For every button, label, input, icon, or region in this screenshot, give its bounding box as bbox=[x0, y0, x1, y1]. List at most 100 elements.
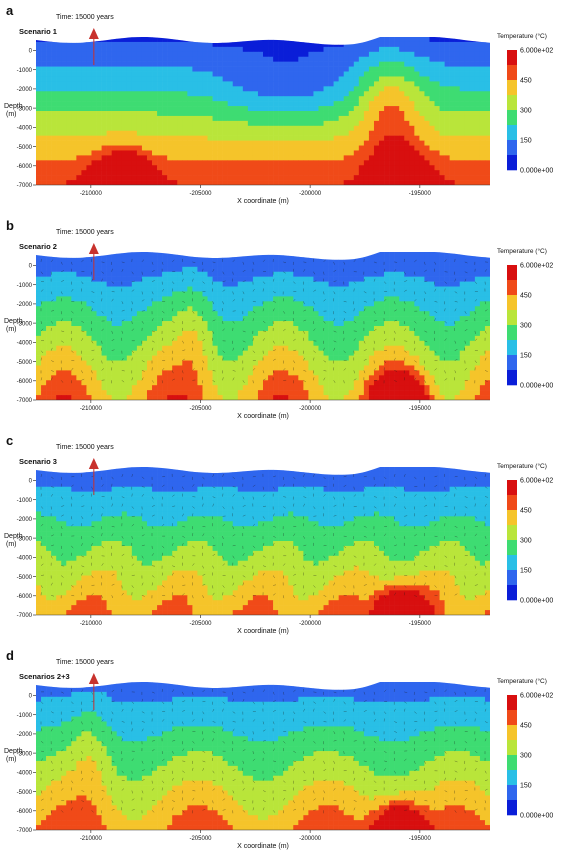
field-cell bbox=[278, 350, 284, 356]
field-cell bbox=[419, 76, 425, 82]
field-cell bbox=[111, 170, 118, 176]
field-cell bbox=[212, 291, 218, 297]
field-cell bbox=[51, 306, 57, 312]
field-cell bbox=[333, 41, 339, 48]
field-cell bbox=[464, 120, 471, 127]
field-cell bbox=[202, 130, 208, 136]
field-cell bbox=[247, 276, 254, 282]
field-cell bbox=[172, 340, 178, 347]
field-cell bbox=[439, 170, 445, 176]
field-cell bbox=[414, 330, 420, 337]
field-cell bbox=[379, 76, 385, 82]
field-cell bbox=[197, 81, 203, 87]
field-cell bbox=[86, 311, 92, 317]
field-cell bbox=[409, 101, 415, 107]
field-cell bbox=[212, 140, 218, 146]
field-cell bbox=[333, 81, 339, 87]
field-cell bbox=[121, 56, 128, 62]
field-cell bbox=[101, 165, 107, 171]
field-cell bbox=[343, 86, 350, 92]
field-cell bbox=[86, 350, 92, 356]
field-cell bbox=[303, 140, 309, 146]
field-cell bbox=[479, 130, 486, 136]
field-cell bbox=[444, 41, 450, 48]
field-cell bbox=[207, 41, 213, 48]
field-cell bbox=[379, 106, 385, 112]
field-cell bbox=[86, 66, 92, 72]
field-cell bbox=[293, 261, 299, 268]
field-cell bbox=[126, 160, 133, 166]
field-cell bbox=[111, 306, 118, 312]
field-cell bbox=[303, 360, 309, 366]
field-cell bbox=[66, 316, 72, 322]
field-cell bbox=[76, 130, 82, 136]
field-cell bbox=[111, 261, 118, 268]
field-cell bbox=[439, 340, 445, 347]
field-cell bbox=[237, 86, 244, 92]
field-cell bbox=[298, 41, 304, 48]
field-cell bbox=[484, 175, 490, 181]
field-cell bbox=[313, 91, 319, 97]
field-cell bbox=[399, 271, 405, 277]
field-cell bbox=[232, 125, 239, 132]
field-cell bbox=[353, 261, 360, 268]
field-cell bbox=[242, 155, 249, 161]
field-cell bbox=[464, 335, 471, 342]
field-cell bbox=[273, 360, 279, 366]
field-cell bbox=[116, 150, 123, 156]
field-cell bbox=[187, 350, 193, 356]
field-cell bbox=[192, 37, 198, 43]
field-cell bbox=[252, 115, 259, 122]
field-cell bbox=[197, 61, 203, 67]
field-cell bbox=[51, 316, 57, 322]
field-cell bbox=[81, 370, 87, 376]
field-cell bbox=[353, 175, 360, 181]
field-cell bbox=[303, 96, 309, 102]
field-cell bbox=[101, 145, 107, 151]
field-cell bbox=[424, 175, 430, 181]
field-cell bbox=[247, 370, 254, 376]
field-cell bbox=[116, 340, 123, 347]
field-cell bbox=[353, 330, 360, 337]
field-cell bbox=[469, 165, 476, 171]
field-cell bbox=[459, 86, 466, 92]
field-cell bbox=[197, 106, 203, 112]
field-cell bbox=[252, 355, 259, 361]
field-cell bbox=[66, 111, 72, 117]
field-cell bbox=[464, 91, 471, 97]
field-cell bbox=[464, 71, 471, 77]
field-cell bbox=[177, 81, 183, 87]
field-cell bbox=[116, 96, 123, 102]
field-cell bbox=[197, 355, 203, 361]
field-cell bbox=[338, 140, 345, 146]
field-cell bbox=[318, 115, 324, 122]
field-cell bbox=[419, 120, 425, 127]
field-cell bbox=[298, 306, 304, 312]
field-cell bbox=[192, 296, 198, 302]
field-cell bbox=[348, 101, 355, 107]
field-cell bbox=[308, 37, 314, 43]
field-cell bbox=[414, 145, 420, 151]
field-cell bbox=[86, 81, 92, 87]
field-cell bbox=[459, 150, 466, 156]
field-cell bbox=[232, 46, 239, 53]
field-cell bbox=[358, 311, 365, 317]
field-cell bbox=[459, 252, 466, 258]
field-cell bbox=[116, 81, 123, 87]
field-cell bbox=[283, 120, 289, 127]
field-cell bbox=[157, 41, 163, 48]
field-cell bbox=[444, 286, 450, 292]
field-cell bbox=[278, 91, 284, 97]
field-cell bbox=[126, 276, 133, 282]
field-cell bbox=[217, 46, 223, 53]
field-cell bbox=[146, 370, 153, 376]
field-cell bbox=[96, 106, 102, 112]
field-cell bbox=[293, 370, 299, 376]
field-cell bbox=[257, 261, 264, 268]
field-cell bbox=[273, 96, 279, 102]
field-cell bbox=[242, 81, 249, 87]
field-cell bbox=[71, 46, 77, 53]
field-cell bbox=[56, 281, 62, 287]
field-cell bbox=[136, 155, 143, 161]
field-cell bbox=[288, 271, 294, 277]
